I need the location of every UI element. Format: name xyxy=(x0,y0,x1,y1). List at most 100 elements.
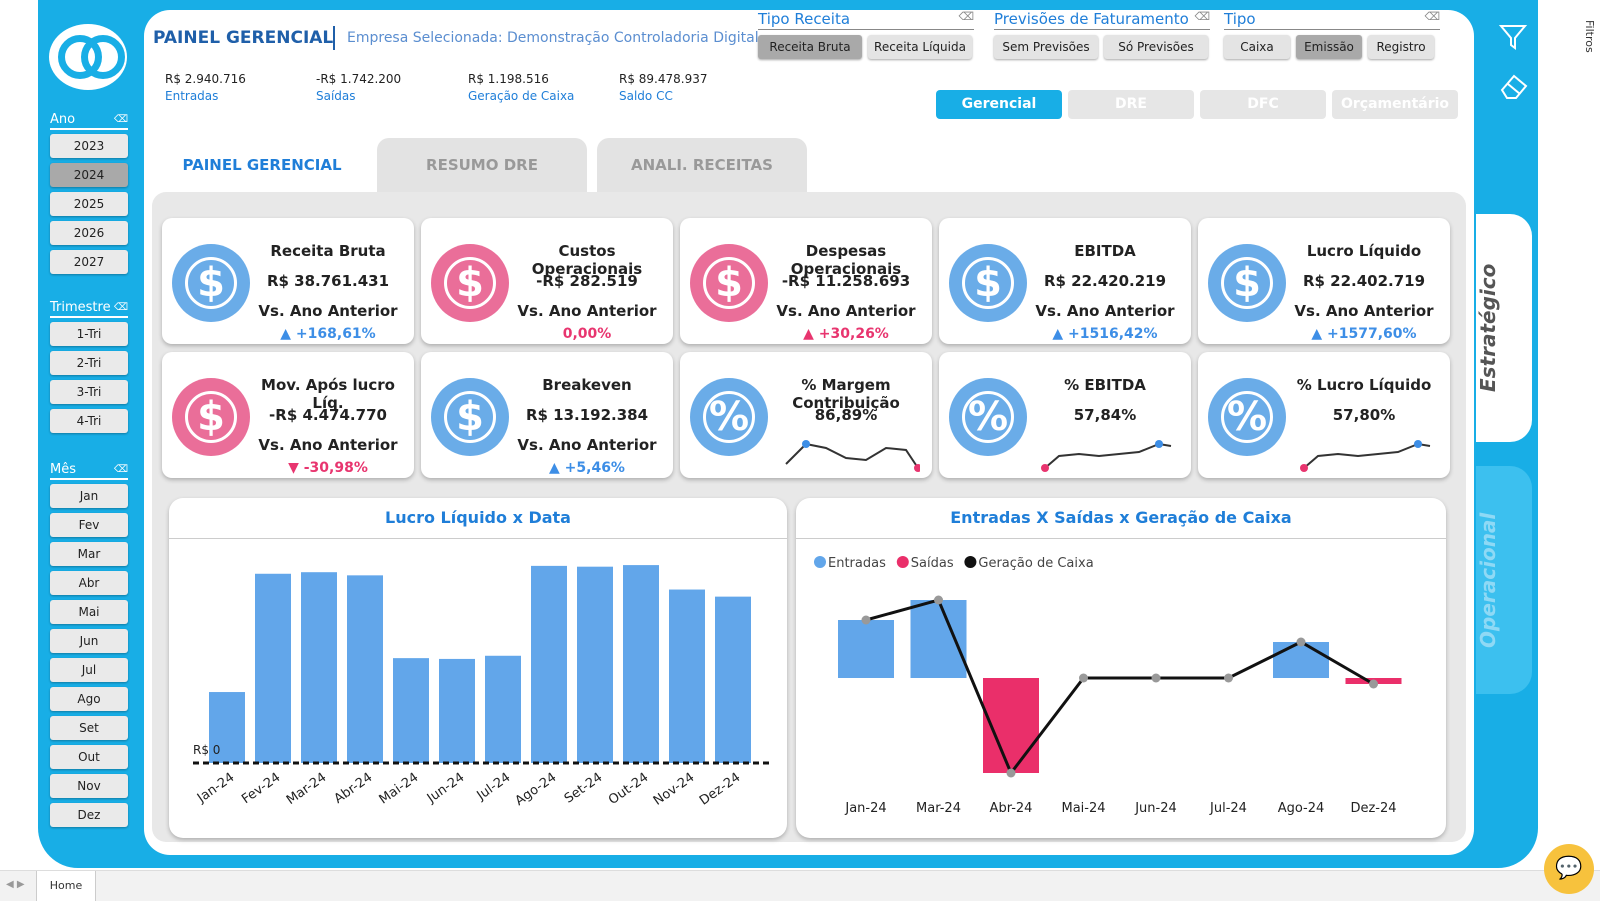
invoice-icon: $ xyxy=(431,244,509,322)
kpi-compare-label: Vs. Ano Anterior xyxy=(776,302,916,320)
tab-anali-receitas[interactable]: ANALI. RECEITAS xyxy=(597,138,807,192)
nav-dre-button[interactable]: DRE xyxy=(1068,90,1194,119)
kpi-title: Breakeven xyxy=(542,376,632,394)
bar-entradas-Jan-24[interactable] xyxy=(838,620,894,678)
eraser-icon[interactable]: ⌫ xyxy=(1194,10,1210,23)
tab-painel-gerencial[interactable]: PAINEL GERENCIAL xyxy=(157,138,367,192)
month-jun-button[interactable]: Jun xyxy=(50,629,128,653)
eraser-icon[interactable] xyxy=(1498,70,1530,109)
side-tab-operacional[interactable]: Operacional xyxy=(1476,466,1532,694)
month-abr-button[interactable]: Abr xyxy=(50,571,128,595)
eraser-icon[interactable]: ⌫ xyxy=(113,302,128,313)
bar-Dez-24[interactable] xyxy=(715,596,751,763)
line-point-Ago-24[interactable] xyxy=(1296,637,1306,647)
bar-entradas-Ago-24[interactable] xyxy=(1273,642,1329,678)
quarter-4-tri-button[interactable]: 4-Tri xyxy=(50,409,128,433)
registro-button[interactable]: Registro xyxy=(1368,35,1434,59)
x-tick-label: Abr-24 xyxy=(332,770,376,807)
kpi-value: -R$ 282.519 xyxy=(536,272,638,290)
filters-pane-label[interactable]: Filtros xyxy=(1583,20,1596,53)
line-point-Dez-24[interactable] xyxy=(1369,679,1378,689)
bar-Jul-24[interactable] xyxy=(485,655,521,763)
month-ago-button[interactable]: Ago xyxy=(50,687,128,711)
bar-Set-24[interactable] xyxy=(577,566,613,763)
bar-Nov-24[interactable] xyxy=(669,589,705,763)
page-tab-bar: ◀ ▶ Home xyxy=(0,870,1600,901)
eraser-icon[interactable]: ⌫ xyxy=(113,114,128,125)
tab-resumo-dre[interactable]: RESUMO DRE xyxy=(377,138,587,192)
quarter-slicer-title: Trimestre xyxy=(50,300,111,315)
bar-Ago-24[interactable] xyxy=(531,565,567,763)
funnel-money-icon: $ xyxy=(1208,244,1286,322)
legend-marker xyxy=(964,556,977,568)
kpi-card-row1-0: $ Receita Bruta R$ 38.761.431 Vs. Ano Anter… xyxy=(162,218,414,344)
year-2025-button[interactable]: 2025 xyxy=(50,192,128,216)
kpi-delta: ▲ +1577,60% xyxy=(1311,326,1417,342)
eraser-icon[interactable]: ⌫ xyxy=(113,464,128,475)
year-2027-button[interactable]: 2027 xyxy=(50,250,128,274)
year-2023-button[interactable]: 2023 xyxy=(50,134,128,158)
eraser-icon[interactable]: ⌫ xyxy=(958,10,974,23)
x-tick-label: Dez-24 xyxy=(1350,801,1396,816)
bar-Mar-24[interactable] xyxy=(301,572,337,763)
quarter-3-tri-button[interactable]: 3-Tri xyxy=(50,380,128,404)
line-point-Jul-24[interactable] xyxy=(1224,673,1233,683)
month-mai-button[interactable]: Mai xyxy=(50,600,128,624)
x-tick-label: Out-24 xyxy=(606,770,651,808)
kpi-delta: ▲ +30,26% xyxy=(803,326,889,342)
month-set-button[interactable]: Set xyxy=(50,716,128,740)
lucro-liquido-chart-svg: Jan-24 Fev-24 Mar-24 Abr-24 Mai-24 Jun-24 Jul-… xyxy=(193,565,769,809)
month-jan-button[interactable]: Jan xyxy=(50,484,128,508)
month-out-button[interactable]: Out xyxy=(50,745,128,769)
bar-Jan-24[interactable] xyxy=(209,692,245,763)
month-mar-button[interactable]: Mar xyxy=(50,542,128,566)
page-scroll-arrows[interactable]: ◀ ▶ xyxy=(6,879,25,890)
line-point-Abr-24[interactable] xyxy=(1006,768,1016,778)
bar-Abr-24[interactable] xyxy=(347,575,383,763)
line-point-Jan-24[interactable] xyxy=(861,615,871,625)
caixa-button[interactable]: Caixa xyxy=(1224,35,1290,59)
kpi-card-row2-0: $ Mov. Após lucro Líq. -R$ 4.474.770 Vs. An… xyxy=(162,352,414,478)
percent-badge-icon: % xyxy=(690,378,768,456)
year-2024-button[interactable]: 2024 xyxy=(50,163,128,187)
year-2026-button[interactable]: 2026 xyxy=(50,221,128,245)
nav-dfc-button[interactable]: DFC xyxy=(1200,90,1326,119)
filter-icon[interactable] xyxy=(1498,22,1528,59)
nav-orcamentario-button[interactable]: Orçamentário xyxy=(1332,90,1458,119)
content-tabs: PAINEL GERENCIAL RESUMO DRE ANALI. RECEI… xyxy=(157,138,807,192)
quarter-2-tri-button[interactable]: 2-Tri xyxy=(50,351,128,375)
receita-bruta-button[interactable]: Receita Bruta xyxy=(758,35,862,59)
bar-Jun-24[interactable] xyxy=(439,658,475,763)
receita-liquida-button[interactable]: Receita Líquida xyxy=(868,35,972,59)
month-jul-button[interactable]: Jul xyxy=(50,658,128,682)
bar-Fev-24[interactable] xyxy=(255,573,291,763)
bar-Mai-24[interactable] xyxy=(393,658,429,763)
kpi-value: R$ 22.420.219 xyxy=(1043,272,1167,290)
nav-gerencial-button[interactable]: Gerencial xyxy=(936,90,1062,119)
line-point-Jun-24[interactable] xyxy=(1151,673,1161,683)
sem-previsoes-button[interactable]: Sem Previsões xyxy=(994,35,1098,59)
line-point-Mai-24[interactable] xyxy=(1079,673,1088,683)
side-tab-estrategico[interactable]: Estratégico xyxy=(1476,214,1532,442)
chart-title: Lucro Líquido x Data xyxy=(385,508,571,527)
quarter-1-tri-button[interactable]: 1-Tri xyxy=(50,322,128,346)
emissao-button[interactable]: Emissão xyxy=(1296,35,1362,59)
month-dez-button[interactable]: Dez xyxy=(50,803,128,827)
bar-Out-24[interactable] xyxy=(623,565,659,763)
line-point-Mar-24[interactable] xyxy=(934,595,943,605)
kpi-delta: ▲ +5,46% xyxy=(549,460,625,476)
so-previsoes-button[interactable]: Só Previsões xyxy=(1104,35,1208,59)
chat-icon[interactable]: 💬 xyxy=(1544,844,1594,894)
x-tick-label: Set-24 xyxy=(562,770,605,807)
bar-entradas-Mar-24[interactable] xyxy=(910,600,967,678)
month-fev-button[interactable]: Fev xyxy=(50,513,128,537)
kpi-card-row1-2: $ Despesas Operacionais -R$ 11.258.693 Vs. … xyxy=(680,218,932,344)
month-nov-button[interactable]: Nov xyxy=(50,774,128,798)
tipo-title: Tipo xyxy=(1224,10,1256,28)
entradas-saidas-chart-svg: Entradas Saídas Geração de Caixa Jan-24 Mar-… xyxy=(814,556,1402,816)
line-geracao-de-caixa[interactable] xyxy=(865,598,1375,776)
page-tab-home[interactable]: Home xyxy=(36,871,96,901)
eraser-icon[interactable]: ⌫ xyxy=(1424,10,1440,23)
legend-marker xyxy=(896,556,909,568)
kpi-title: Custos Operacionais xyxy=(531,242,643,278)
